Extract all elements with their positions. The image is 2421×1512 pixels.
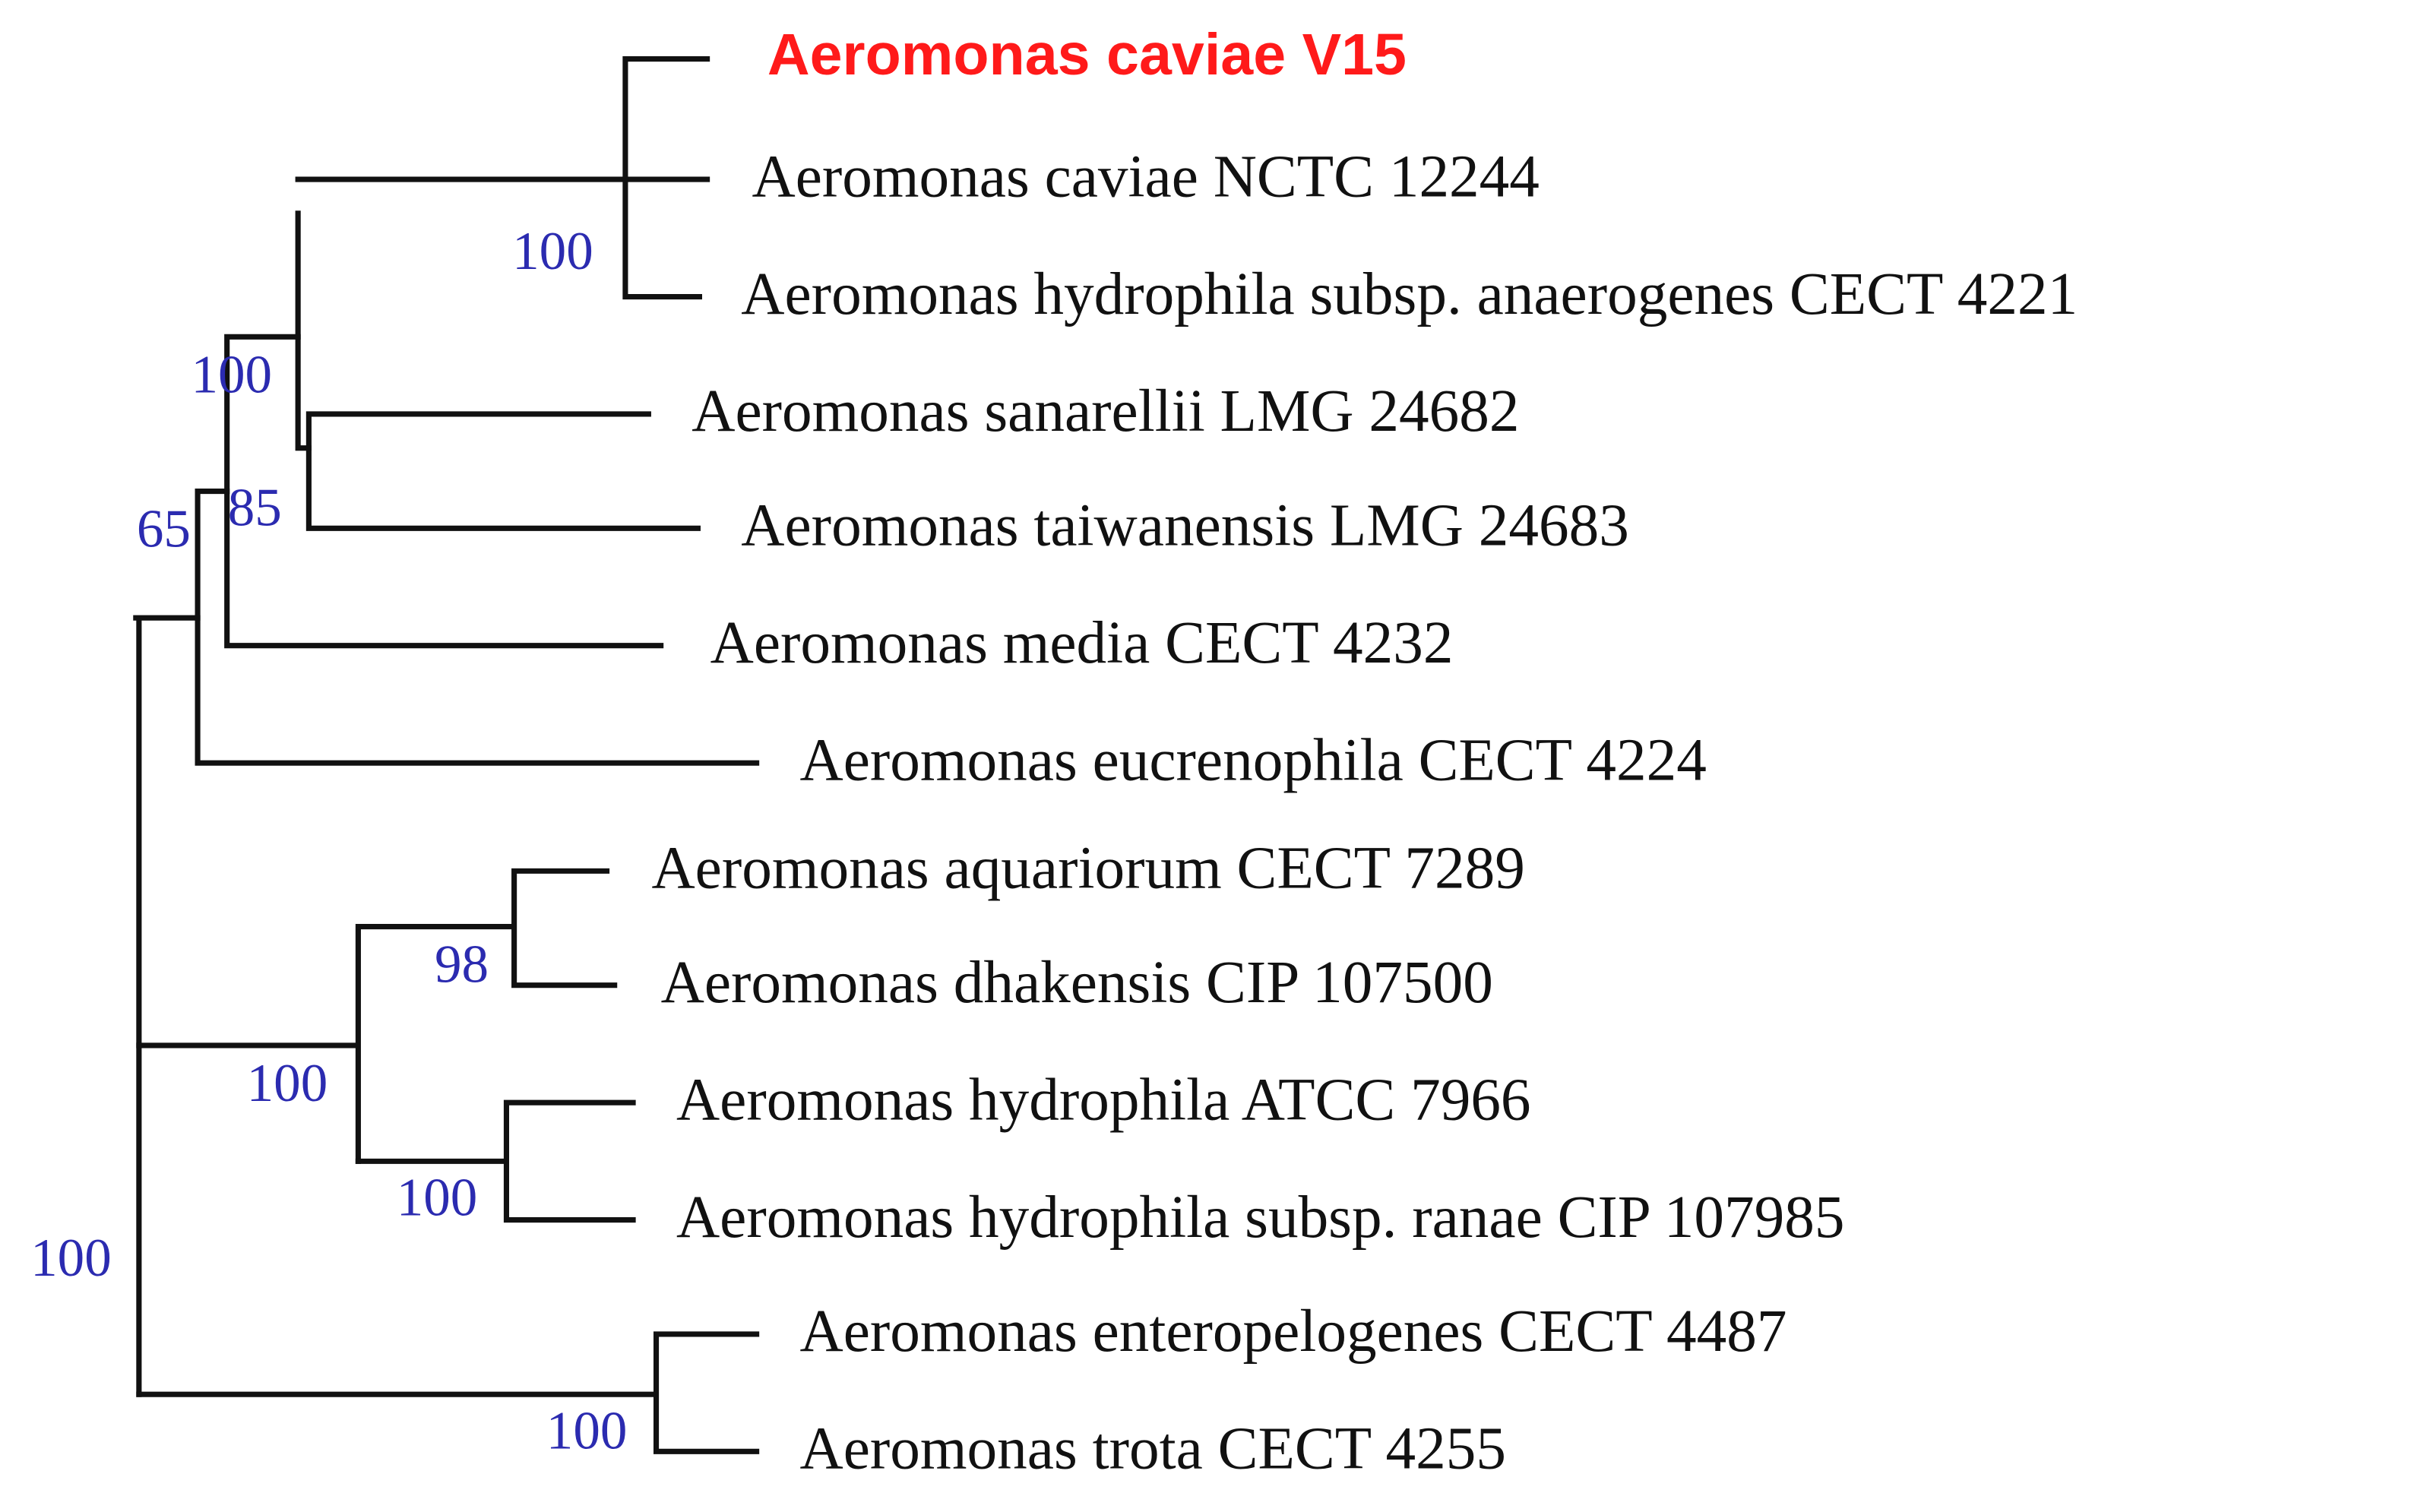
branch — [305, 411, 701, 531]
leaf-label: Aeromonas hydrophila subsp. ranae CIP 10… — [676, 1184, 1845, 1251]
leaf-label: Aeromonas trota CECT 4255 — [800, 1416, 1506, 1482]
branch — [136, 868, 618, 1164]
leaf-label: Aeromonas sanarellii LMG 24682 — [691, 378, 1519, 444]
branch — [355, 1099, 636, 1223]
bootstrap-label: 100 — [546, 1401, 628, 1460]
bootstrap-label: 100 — [247, 1054, 328, 1113]
highlight-leaf-label: Aeromonas caviae V15 — [767, 22, 1407, 87]
leaf-label: Aeromonas caviae NCTC 12244 — [752, 143, 1540, 210]
leaf-label: Aeromonas media CECT 4232 — [710, 609, 1454, 676]
leaf-label: Aeromonas hydrophila subsp. anaerogenes … — [741, 261, 2078, 327]
bootstrap-label: 100 — [30, 1229, 112, 1288]
branch — [622, 56, 710, 300]
branch — [136, 1331, 760, 1454]
leaf-label: Aeromonas enteropelogenes CECT 4487 — [800, 1298, 1787, 1365]
branches — [133, 56, 760, 1454]
bootstrap-label: 100 — [397, 1169, 478, 1228]
branch — [133, 615, 201, 1397]
branch — [295, 176, 628, 451]
bootstrap-label: 98 — [435, 935, 489, 995]
leaf-label: Aeromonas eucrenophila CECT 4224 — [800, 726, 1707, 793]
leaf-label: Aeromonas dhakensis CIP 107500 — [661, 949, 1493, 1016]
branch — [195, 488, 760, 766]
branch — [224, 334, 664, 649]
leaf-label: Aeromonas aquariorum CECT 7289 — [651, 835, 1524, 902]
bootstrap-label: 100 — [191, 346, 272, 405]
leaf-label: Aeromonas hydrophila ATCC 7966 — [676, 1066, 1531, 1133]
bootstrap-label: 85 — [228, 478, 282, 537]
bootstrap-label: 100 — [512, 222, 593, 281]
leaf-label: Aeromonas taiwanensis LMG 24683 — [741, 492, 1629, 559]
bootstrap-label: 65 — [137, 500, 191, 559]
